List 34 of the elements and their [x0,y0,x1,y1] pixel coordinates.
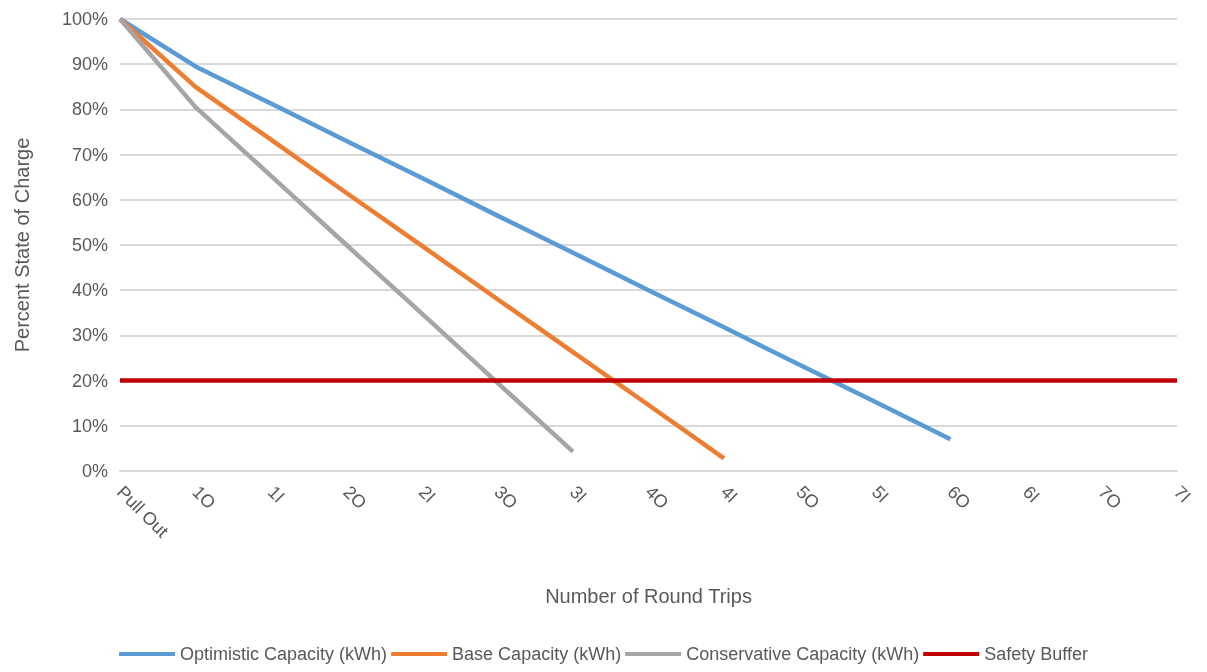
y-tick-label: 10% [71,415,108,436]
y-tick-label: 100% [61,9,108,29]
x-tick-label: 3O [490,481,522,514]
y-tick-label: 40% [71,280,108,301]
y-tick-label: 30% [71,325,108,346]
legend-label: Safety Buffer [984,644,1088,664]
x-tick-label: 4I [716,481,742,507]
x-tick-label: 6I [1018,481,1044,507]
legend-label: Optimistic Capacity (kWh) [180,644,388,664]
y-tick-label: 80% [71,99,108,120]
line-series [117,16,727,461]
y-tick-label: 90% [71,54,108,75]
x-tick-label: 4O [641,481,673,514]
x-tick-label: 6O [943,481,975,514]
y-tick-label: 60% [71,189,108,210]
y-tick-label: 70% [71,144,108,165]
x-tick-label: 7O [1094,481,1126,514]
x-tick-label: 5O [792,481,824,514]
x-tick-label: 5I [867,481,893,507]
y-tick-label: 0% [81,461,108,481]
y-axis-title: Percent State of Charge [11,137,33,353]
x-tick-label: Pull Out [112,481,173,542]
x-tick-label: 3I [565,481,591,507]
x-tick-label: 2O [339,481,371,514]
legend-label: Base Capacity (kWh) [452,644,622,664]
x-tick-label: 7I [1169,481,1195,507]
x-tick-label: 2I [414,481,440,507]
x-tick-label: 1O [188,481,220,514]
line-series [117,16,576,454]
x-tick-label: 1I [263,481,289,507]
y-tick-label: 20% [71,370,108,391]
x-axis-title: Number of Round Trips [545,585,752,607]
y-tick-label: 50% [71,235,108,255]
legend-label: Conservative Capacity (kWh) [686,644,920,664]
